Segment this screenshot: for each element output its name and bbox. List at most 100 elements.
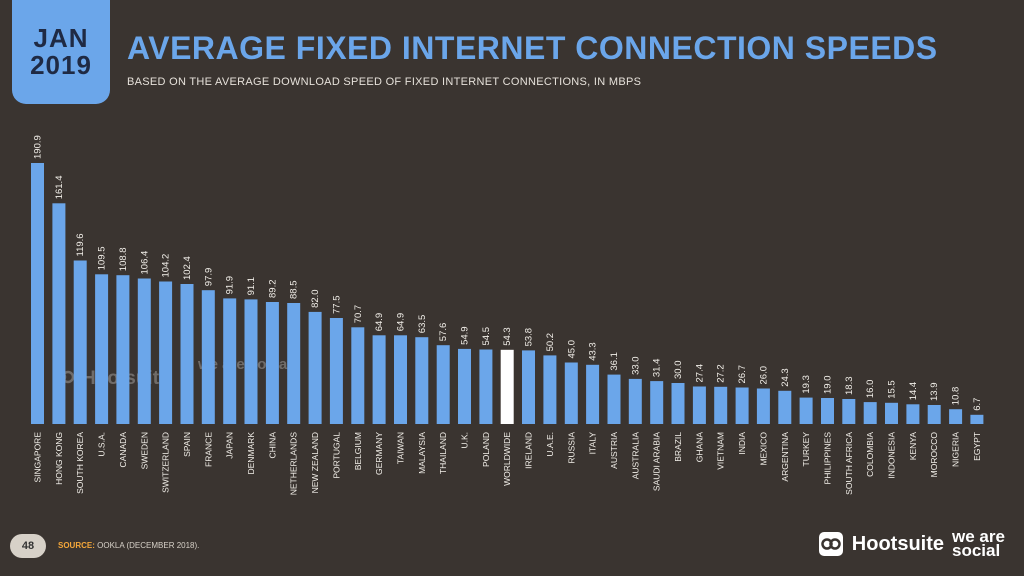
category-label: SINGAPORE [33, 432, 43, 483]
category-label: SPAIN [182, 432, 192, 457]
value-label: 91.9 [225, 276, 236, 295]
category-label: FRANCE [203, 432, 213, 467]
bar-u-k- [458, 348, 471, 424]
date-year: 2019 [30, 50, 92, 80]
value-label: 106.4 [139, 251, 150, 275]
value-label: 6.7 [972, 398, 983, 411]
footer-brand: Hootsuite we are social [818, 522, 1006, 566]
category-label: THAILAND [438, 432, 448, 474]
source-note: SOURCE: OOKLA (DECEMBER 2018). [58, 541, 199, 550]
bar-china [265, 302, 279, 424]
category-label: U.A.E. [545, 432, 555, 457]
value-label: 33.0 [630, 356, 641, 375]
value-label: 19.3 [801, 375, 812, 394]
bar-france [201, 290, 215, 424]
brand-hootsuite: Hootsuite [851, 532, 944, 555]
value-label: 26.7 [737, 365, 748, 384]
value-label: 19.0 [823, 376, 834, 395]
value-label: 77.5 [331, 296, 342, 315]
bar-south-africa [842, 399, 856, 424]
bar-australia [628, 378, 642, 424]
category-label: MOROCCO [929, 432, 939, 478]
value-label: 109.5 [97, 247, 108, 271]
bar-turkey [799, 397, 813, 424]
value-label: 104.2 [161, 254, 172, 278]
brand-wearesocial: we are social [952, 527, 1005, 560]
bar-indonesia [885, 402, 898, 424]
category-label: SAUDI ARABIA [652, 432, 662, 491]
category-label: INDIA [737, 432, 747, 455]
bar-austria [607, 374, 621, 424]
value-label: 108.8 [118, 247, 129, 271]
bar-hong-kong [52, 203, 66, 424]
value-label: 45.0 [566, 340, 577, 359]
bar-vietnam [714, 386, 728, 424]
bar-argentina [778, 390, 792, 424]
category-label: AUSTRIA [609, 432, 619, 469]
value-label: 88.5 [289, 281, 300, 300]
category-label: NETHERLANDS [289, 432, 299, 496]
value-label: 16.0 [865, 380, 876, 399]
bar-kenya [906, 404, 920, 424]
value-label: 24.3 [780, 368, 791, 387]
bar-nigeria [949, 409, 963, 424]
category-label: CHINA [267, 432, 277, 459]
category-label: POLAND [481, 432, 491, 467]
category-label: SOUTH KOREA [75, 432, 85, 494]
category-label: MEXICO [758, 432, 768, 466]
value-label: 57.6 [438, 323, 449, 342]
bar-belgium [351, 327, 365, 424]
category-label: ITALY [588, 432, 598, 455]
category-label: KENYA [908, 432, 918, 461]
value-label: 54.9 [460, 326, 471, 345]
bar-saudi-arabia [650, 381, 664, 424]
bar-switzerland [159, 281, 173, 424]
value-label: 63.5 [417, 315, 428, 334]
category-label: TAIWAN [396, 432, 406, 464]
bar-colombia [863, 402, 877, 424]
value-label: 54.3 [502, 327, 513, 346]
bar-chart: 190.9 SINGAPORE 161.4 HONG KONG 119.6 SOUTH K… [31, 135, 984, 496]
bar-sweden [137, 278, 151, 424]
category-label: JAPAN [225, 432, 235, 459]
category-label: TURKEY [801, 432, 811, 467]
value-label: 82.0 [310, 289, 321, 308]
category-label: GERMANY [374, 432, 384, 475]
value-label: 97.9 [203, 268, 214, 287]
bar-canada [116, 275, 130, 424]
value-label: 70.7 [353, 305, 364, 324]
bar-italy [586, 364, 600, 424]
owl-logo-icon [818, 532, 843, 556]
bar-brazil [671, 383, 685, 424]
bar-india [735, 387, 749, 424]
bar-malaysia [415, 337, 429, 424]
source-label: SOURCE: [58, 541, 95, 550]
category-label: U.K. [460, 432, 470, 449]
value-label: 161.4 [54, 176, 65, 200]
category-label: RUSSIA [566, 432, 576, 464]
value-label: 119.6 [75, 233, 86, 256]
category-label: MALAYSIA [417, 432, 427, 474]
source-text: OOKLA (DECEMBER 2018). [97, 541, 200, 550]
value-label: 54.5 [481, 327, 492, 346]
page-title: AVERAGE FIXED INTERNET CONNECTION SPEEDS [127, 30, 938, 66]
value-label: 13.9 [929, 383, 940, 402]
value-label: 190.9 [33, 135, 44, 159]
category-label: EGYPT [972, 432, 982, 461]
value-label: 27.4 [694, 364, 705, 383]
value-label: 27.2 [716, 364, 727, 383]
category-label: COLOMBIA [865, 432, 875, 477]
bar-philippines [821, 398, 834, 424]
bar-new-zealand [308, 311, 322, 424]
category-label: SOUTH AFRICA [844, 432, 854, 495]
value-label: 26.0 [758, 366, 769, 385]
value-label: 53.8 [524, 328, 535, 347]
category-label: NEW ZEALAND [310, 432, 320, 493]
bar-mexico [756, 388, 770, 424]
bar-japan [223, 298, 237, 424]
bar-worldwide [500, 349, 514, 424]
value-label: 89.2 [267, 280, 278, 299]
bar-spain [180, 284, 194, 424]
category-label: PHILIPPINES [823, 432, 833, 485]
page-subtitle: BASED ON THE AVERAGE DOWNLOAD SPEED OF F… [127, 76, 642, 88]
